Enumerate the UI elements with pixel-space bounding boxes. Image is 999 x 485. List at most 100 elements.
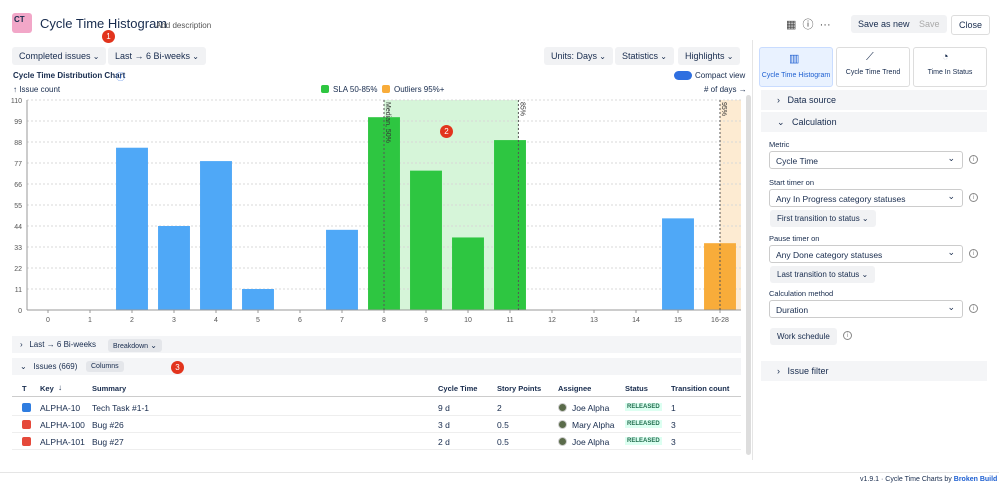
type-icon	[22, 420, 31, 429]
y-tick-label: 99	[14, 119, 22, 126]
legend-swatch	[321, 85, 329, 93]
filter[interactable]: Highlights	[678, 47, 741, 65]
button[interactable]: Last transition to status	[770, 266, 876, 283]
section[interactable]: ⌄ Calculation	[761, 112, 987, 132]
breakdown-button[interactable]: Breakdown	[108, 339, 162, 352]
x-tick-label: 8	[382, 317, 386, 324]
tab[interactable]: Cycle Time Trend	[836, 47, 910, 87]
y-tick-label: 55	[14, 203, 22, 210]
section[interactable]: › Data source	[761, 90, 987, 110]
section[interactable]: › Issue filter	[761, 361, 987, 381]
y-tick-label: 110	[11, 98, 22, 105]
y-axis-label: ↑ Issue count	[13, 85, 61, 94]
section-title: Issue filter	[787, 366, 829, 376]
cell: 3 d	[438, 420, 450, 430]
cell: Joe Alpha	[572, 437, 610, 447]
bar	[158, 226, 190, 310]
select[interactable]: Cycle Time	[769, 151, 963, 169]
x-tick-label: 1	[88, 317, 92, 324]
save-as-new[interactable]: Save as new	[851, 15, 917, 33]
page-title: Cycle Time Histogram	[40, 16, 168, 31]
status-lozenge: RELEASED	[625, 403, 662, 411]
filter[interactable]: Completed issues	[12, 47, 107, 65]
column-header: Cycle Time	[438, 384, 478, 393]
issues-bar	[12, 358, 741, 375]
filter[interactable]: Units: Days	[544, 47, 613, 65]
cell: 3	[671, 420, 676, 430]
issues-text: Issues (669)	[33, 362, 78, 371]
column-header: Key	[40, 384, 54, 393]
close[interactable]: Close	[951, 15, 991, 35]
y-tick-label: 44	[14, 224, 22, 231]
x-tick-label: 3	[172, 317, 176, 324]
tab[interactable]: Cycle Time Histogram	[759, 47, 833, 87]
bar	[410, 170, 442, 310]
footer-link[interactable]: Broken Build	[953, 476, 998, 483]
tab-icons: ⟋	[866, 51, 874, 63]
cell: 0.5	[497, 420, 509, 430]
x-tick-label: 6	[298, 317, 302, 324]
label: Pause timer on	[769, 234, 820, 243]
info: i	[969, 304, 978, 313]
scrollbar	[746, 95, 751, 455]
row-border	[12, 432, 741, 433]
bar	[242, 289, 274, 310]
columns-button[interactable]: Columns	[86, 361, 124, 372]
y-tick-label: 88	[14, 140, 22, 147]
select[interactable]: Any In Progress category statuses	[769, 189, 963, 207]
footer-text: v1.9.1 · Cycle Time Charts by	[860, 476, 954, 483]
x-tick-label: 7	[340, 317, 344, 324]
save[interactable]: Save	[912, 15, 947, 33]
logo: CT	[12, 13, 32, 33]
annotation-label: Median, 50%	[384, 102, 391, 143]
x-tick-label: 9	[424, 317, 428, 324]
bar	[200, 161, 232, 310]
info-icon: ⓘ	[116, 72, 126, 82]
bar	[494, 140, 526, 310]
badge: 3	[171, 361, 184, 374]
breakdown-title[interactable]: › Last → 6 Bi-weeks	[20, 340, 97, 349]
select[interactable]: Duration	[769, 300, 963, 318]
annotation-label: 85%	[518, 102, 525, 116]
select[interactable]: Any Done category statuses	[769, 245, 963, 263]
avatar	[558, 437, 567, 446]
info: i	[969, 193, 978, 202]
column-header: Assignee	[558, 384, 592, 393]
button[interactable]: First transition to status	[770, 210, 876, 227]
toggle[interactable]	[674, 71, 692, 80]
bar	[116, 147, 148, 310]
row-border	[12, 449, 741, 450]
badge: 1	[102, 30, 115, 43]
avatar	[558, 420, 567, 429]
x-tick-label: 0	[46, 317, 50, 324]
x-axis-label: # of days →	[704, 85, 747, 94]
cell: Bug #26	[92, 420, 124, 430]
bar	[662, 218, 694, 310]
y-tick-label: 77	[14, 161, 22, 168]
filter[interactable]: Statistics	[615, 47, 674, 65]
y-tick-label: 22	[14, 266, 22, 273]
status-lozenge: RELEASED	[625, 420, 662, 428]
x-tick-label: 5	[256, 317, 260, 324]
x-tick-label: 12	[548, 317, 556, 324]
filter[interactable]: Last → 6 Bi-weeks	[108, 47, 206, 65]
legend-swatch	[382, 85, 390, 93]
tab[interactable]: Time In Status	[913, 47, 987, 87]
label: Metric	[769, 140, 790, 149]
x-tick-label: 11	[506, 317, 513, 324]
column-header: T	[22, 384, 27, 393]
cell: 2	[497, 403, 502, 413]
x-tick-label: 13	[590, 317, 598, 324]
status-lozenge: RELEASED	[625, 437, 662, 445]
cell: Tech Task #1-1	[92, 403, 150, 413]
add-description[interactable]: Add description	[156, 21, 212, 30]
column-header: Summary	[92, 384, 127, 393]
label: Calculation method	[769, 289, 834, 298]
tab-icons: ▥	[789, 53, 800, 65]
cell: 2 d	[438, 437, 450, 447]
issues-title[interactable]: ⌄ Issues (669)	[20, 362, 78, 371]
button[interactable]: Work schedule	[770, 328, 837, 345]
icons[interactable]: ▦ ⓘ ···	[786, 19, 831, 31]
annotation-label: 95%	[720, 102, 727, 116]
